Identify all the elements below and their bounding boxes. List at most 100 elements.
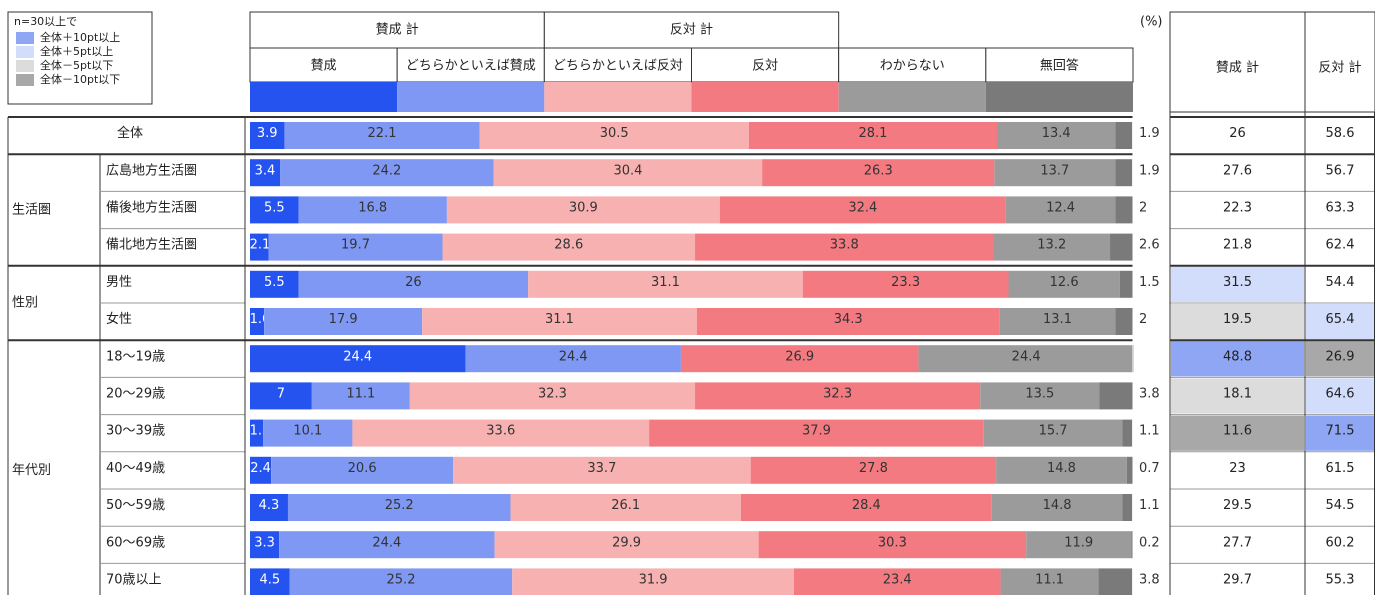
value-label: 2 bbox=[1139, 312, 1147, 327]
bar-segment bbox=[748, 122, 998, 149]
group-header bbox=[249, 11, 545, 49]
total-value: 65.4 bbox=[1326, 312, 1355, 327]
bar-segment bbox=[446, 196, 720, 224]
total-value: 31.5 bbox=[1223, 275, 1252, 290]
value-label: 24.4 bbox=[343, 349, 372, 364]
bar-segment bbox=[250, 494, 288, 521]
value-label: 11.1 bbox=[346, 387, 375, 402]
bar-segment bbox=[1008, 270, 1120, 298]
total-value: 18.1 bbox=[1223, 387, 1252, 402]
bar-segment bbox=[493, 159, 763, 187]
legend-label: 全体＋5pt以上 bbox=[40, 44, 113, 58]
series-name: どちらかといえば反対 bbox=[553, 59, 683, 74]
series-swatch bbox=[544, 82, 692, 112]
value-label: 4.5 bbox=[260, 573, 281, 588]
bar-segment bbox=[1115, 308, 1133, 335]
bar-segment bbox=[793, 568, 1001, 595]
value-label: 13.5 bbox=[1025, 387, 1054, 402]
value-label: 10.1 bbox=[293, 424, 322, 439]
total-value: 29.7 bbox=[1223, 573, 1252, 588]
value-label: 31.1 bbox=[651, 275, 680, 290]
value-label: 24.4 bbox=[1012, 349, 1041, 364]
total-value: 55.3 bbox=[1326, 573, 1355, 588]
bar-segment bbox=[510, 494, 741, 521]
value-label: 24.2 bbox=[372, 163, 401, 178]
total-value: 61.5 bbox=[1326, 461, 1355, 476]
bar-segment bbox=[983, 419, 1123, 447]
value-label: 1.5 bbox=[1139, 275, 1160, 290]
value-label: 32.3 bbox=[538, 387, 567, 402]
value-label: 33.8 bbox=[830, 238, 859, 253]
bar-segment bbox=[311, 382, 410, 410]
value-label: 2.6 bbox=[1139, 238, 1160, 253]
bar-segment bbox=[1115, 122, 1133, 149]
total-value: 11.6 bbox=[1223, 424, 1252, 439]
total-value: 48.8 bbox=[1223, 349, 1252, 364]
series-swatch bbox=[397, 82, 545, 112]
total-value: 29.5 bbox=[1223, 498, 1252, 513]
total-value: 62.4 bbox=[1326, 238, 1355, 253]
value-label: 5.5 bbox=[264, 201, 285, 216]
legend-label: 全体＋10pt以上 bbox=[40, 30, 120, 44]
legend-label: 全体－5pt以下 bbox=[40, 58, 113, 72]
value-label: 1.9 bbox=[1139, 163, 1160, 178]
value-label: 34.3 bbox=[834, 312, 863, 327]
bar-segment bbox=[696, 308, 1000, 335]
value-label: 2.1 bbox=[250, 238, 271, 253]
value-label: 11.1 bbox=[1035, 573, 1064, 588]
bar-segment bbox=[1131, 531, 1133, 559]
category-label: 男性 bbox=[106, 275, 132, 290]
bar-segment bbox=[422, 308, 697, 335]
totals-header-label: 反対 計 bbox=[1318, 60, 1361, 76]
value-label: 2 bbox=[1139, 201, 1147, 216]
bar-segment bbox=[1115, 196, 1133, 224]
bar-segment bbox=[287, 494, 511, 521]
bar-segment bbox=[680, 345, 919, 373]
bar-segment bbox=[695, 382, 981, 410]
bar-segment bbox=[284, 122, 480, 149]
value-label: 4.3 bbox=[259, 498, 280, 513]
value-label: 3.8 bbox=[1139, 573, 1160, 588]
value-label: 28.4 bbox=[852, 498, 881, 513]
unit: (%) bbox=[1140, 15, 1163, 30]
value-label: 3.4 bbox=[255, 163, 276, 178]
total-highlight bbox=[1171, 266, 1304, 302]
bar-segment bbox=[1110, 233, 1133, 261]
bar-segment bbox=[352, 419, 650, 447]
category-label: 30～39歳 bbox=[106, 424, 165, 439]
total-highlight bbox=[1306, 341, 1374, 377]
value-label: 30.5 bbox=[600, 126, 629, 141]
value-label: 22.1 bbox=[368, 126, 397, 141]
bar-segment bbox=[918, 345, 1134, 373]
value-label: 26.3 bbox=[864, 163, 893, 178]
total-value: 60.2 bbox=[1326, 535, 1355, 550]
bar-segment bbox=[1115, 159, 1133, 187]
bar-segment bbox=[1099, 382, 1133, 410]
series-name: わからない bbox=[880, 59, 945, 74]
series-header bbox=[838, 47, 987, 83]
category-label: 備北地方生活圏 bbox=[106, 237, 197, 253]
value-label: 5.5 bbox=[264, 275, 285, 290]
totals-header-label: 賛成 計 bbox=[1216, 60, 1259, 76]
category-label: 20～29歳 bbox=[106, 387, 165, 402]
value-label: 1.9 bbox=[1139, 126, 1160, 141]
series-swatch bbox=[691, 82, 839, 112]
value-label: 7 bbox=[277, 387, 285, 402]
bar-segment bbox=[994, 159, 1116, 187]
bar-segment bbox=[250, 122, 285, 149]
bar-segment bbox=[750, 456, 997, 484]
value-label: 14.8 bbox=[1047, 461, 1076, 476]
value-label: 33.6 bbox=[486, 424, 515, 439]
legend-swatch bbox=[16, 46, 34, 58]
value-label: 20.6 bbox=[348, 461, 377, 476]
category-label: 18～19歳 bbox=[106, 349, 165, 364]
bar-segment bbox=[740, 494, 992, 521]
bar-segment bbox=[719, 196, 1006, 224]
bar-segment bbox=[528, 270, 803, 298]
total-value: 26.9 bbox=[1326, 349, 1355, 364]
legend-title: n=30以上で bbox=[14, 15, 77, 28]
total-value: 64.6 bbox=[1326, 387, 1355, 402]
category-label: 70歳以上 bbox=[106, 573, 162, 588]
total-value: 23 bbox=[1229, 461, 1246, 476]
